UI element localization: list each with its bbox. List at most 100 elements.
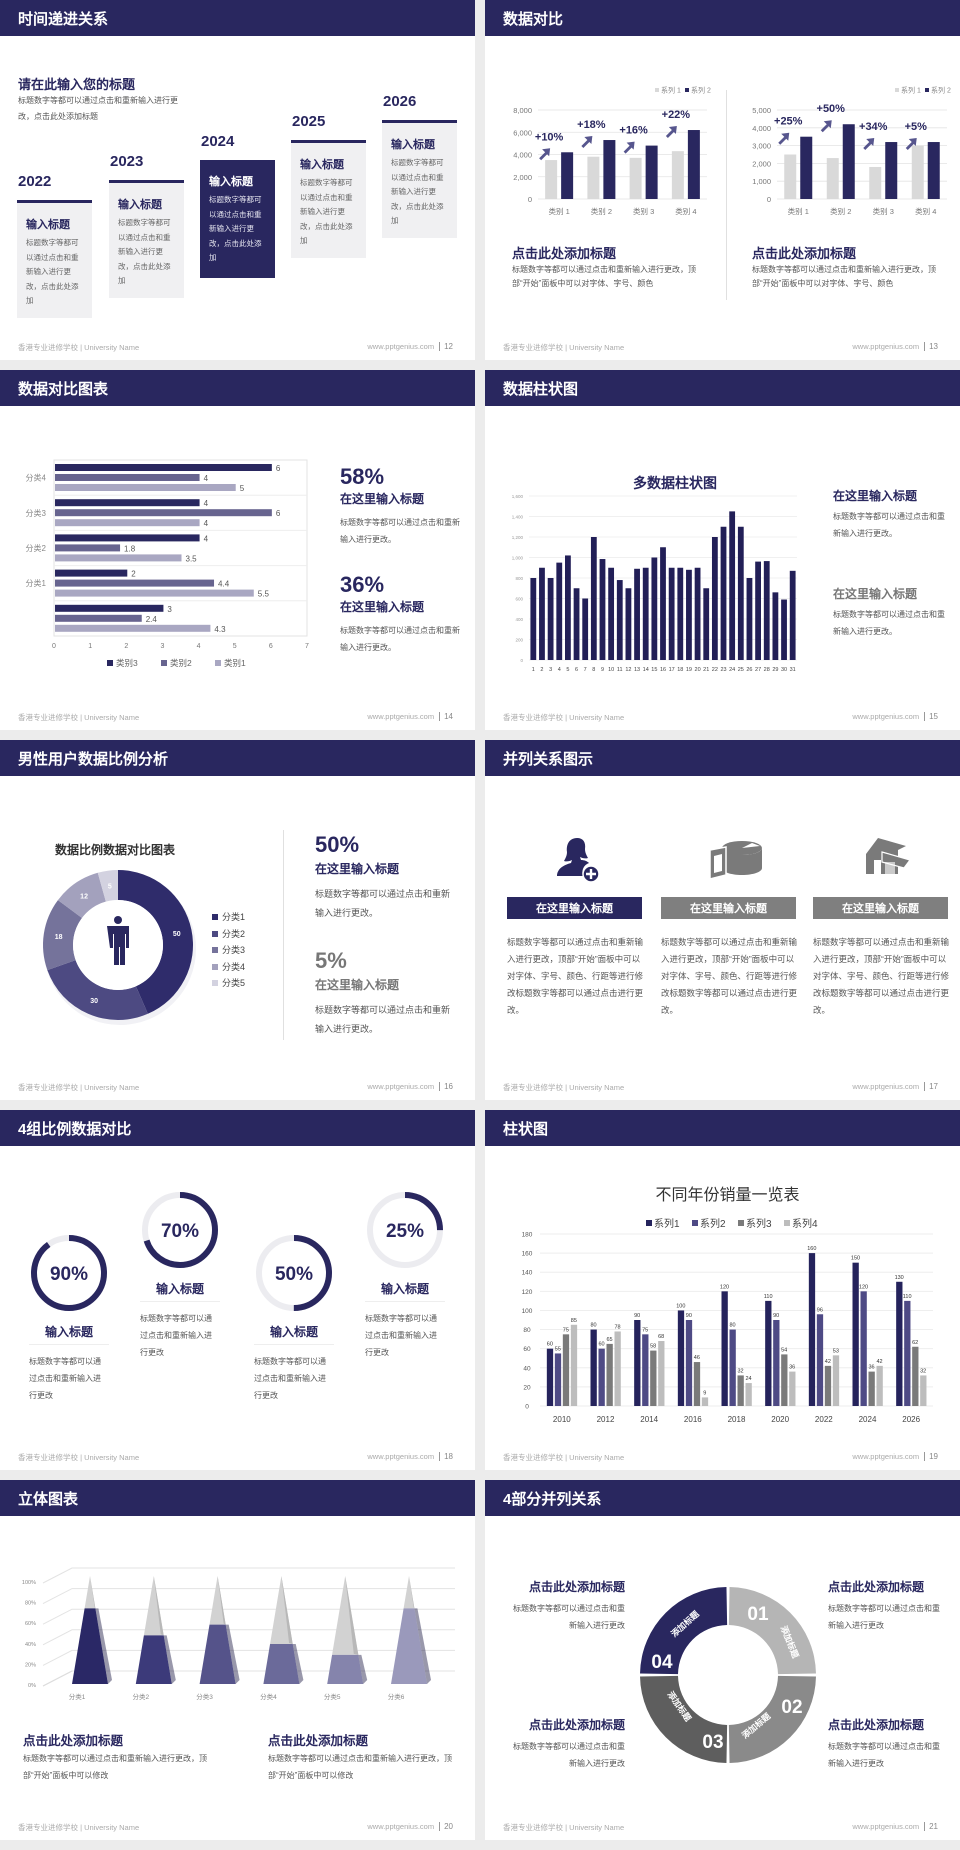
bar xyxy=(590,537,597,660)
x-tick-label: 类别 1 xyxy=(788,206,809,216)
cycle-segment xyxy=(728,1675,816,1763)
pyramid-remainder xyxy=(403,1576,415,1609)
legend-swatch xyxy=(212,947,218,953)
x-tick-label: 类别 2 xyxy=(591,206,612,216)
donut-slice xyxy=(118,870,193,1014)
x-tick-label: 0 xyxy=(52,643,56,650)
timeline-card[interactable]: 输入标题 标题数字等都可以通过点击和重新输入进行更改，点击此处添加 xyxy=(200,160,275,278)
x-tick-label: 6 xyxy=(575,667,578,673)
column-title-bar[interactable]: 在这里输入标题 xyxy=(813,897,948,919)
y-tick-label: 1,200 xyxy=(512,535,524,540)
block-desc: 标题数字等都可以通过点击和重新输入进行更改，顶部“开始”面板中可以修改 xyxy=(268,1754,452,1780)
data-label: 4.3 xyxy=(214,625,226,634)
block-desc: 标题数字等都可以通过点击和重新输入进行更改 xyxy=(513,1604,625,1630)
legend-swatch xyxy=(212,930,218,937)
pyramid-remainder-side xyxy=(345,1576,359,1655)
x-tick-label: 24 xyxy=(729,667,735,673)
column-title-bar[interactable]: 在这里输入标题 xyxy=(507,897,642,919)
x-tick-label: 类别 3 xyxy=(633,206,654,216)
bar xyxy=(55,474,200,481)
footer-right: www.pptgenius.com 13 xyxy=(852,342,938,351)
column-desc: 标题数字等都可以通过点击和重新输入进行更改，顶部“开始”面板中可以对字体、字号、… xyxy=(507,937,644,1015)
slide-17: 并列关系图示 香港专业进修学校 | University Name www.pptg… xyxy=(485,740,960,1100)
y-tick-label: 400 xyxy=(515,617,523,622)
ring-divider xyxy=(29,1344,109,1345)
x-tick-label: 1 xyxy=(88,643,92,650)
bar xyxy=(694,567,701,660)
bar xyxy=(703,588,710,660)
slide-title: 4部分并列关系 xyxy=(503,1491,602,1508)
column-title-bar[interactable]: 在这里输入标题 xyxy=(661,897,796,919)
footer-right: www.pptgenius.com 21 xyxy=(852,1822,938,1831)
timeline-card[interactable]: 输入标题 标题数字等都可以通过点击和重新输入进行更改，点击此处添加 xyxy=(291,140,366,258)
y-tick-label: 800 xyxy=(515,576,523,581)
bar xyxy=(55,554,182,562)
y-tick-label: 600 xyxy=(515,597,523,602)
data-label: 54 xyxy=(781,1347,787,1353)
x-tick-label: 类别 1 xyxy=(548,206,569,216)
bar xyxy=(55,579,215,587)
x-tick-label: 30 xyxy=(781,667,787,673)
data-label: 75 xyxy=(563,1327,569,1333)
bar xyxy=(562,1334,570,1406)
stat-title: 在这里输入标题 xyxy=(315,862,400,876)
data-label: 160 xyxy=(807,1246,816,1252)
bar xyxy=(587,156,600,199)
data-label: 65 xyxy=(606,1337,612,1343)
y-tick-label: 100 xyxy=(522,1308,533,1315)
store-icon xyxy=(858,834,918,884)
x-tick-label: 18 xyxy=(677,667,683,673)
y-tick-label: 4,000 xyxy=(513,151,532,160)
x-tick-label: 29 xyxy=(772,667,778,673)
x-tick-label: 类别 4 xyxy=(915,206,936,216)
bar xyxy=(55,569,128,577)
x-tick-label: 2012 xyxy=(597,1415,615,1424)
ring-divider xyxy=(254,1344,334,1345)
ring-desc: 标题数字等都可以通过点击和重新输入进行更改 xyxy=(29,1357,101,1400)
timeline-year: 2024 xyxy=(201,133,235,150)
x-tick-label: 4 xyxy=(558,667,561,673)
growth-arrow-icon xyxy=(905,138,917,151)
footer-school: 香港专业进修学校 | University Name xyxy=(18,1823,140,1832)
x-tick-label: 28 xyxy=(764,667,770,673)
timeline-card[interactable]: 输入标题 标题数字等都可以通过点击和重新输入进行更改，点击此处添加 xyxy=(109,180,184,298)
column-title: 在这里输入标题 xyxy=(536,903,613,915)
timeline-card[interactable]: 输入标题 标题数字等都可以通过点击和重新输入进行更改，点击此处添加 xyxy=(382,120,457,238)
footer-school: 香港专业进修学校 | University Name xyxy=(18,713,140,722)
slide-13: 数据对比 香港专业进修学校 | University Name www.pptgen… xyxy=(485,0,960,360)
y-tick-label: 5,000 xyxy=(752,106,771,115)
ring-progress xyxy=(256,1235,332,1311)
bar xyxy=(642,1334,649,1406)
bar xyxy=(582,598,589,660)
category-label: 分类4 xyxy=(26,473,47,483)
timeline-card[interactable]: 输入标题 标题数字等都可以通过点击和重新输入进行更改，点击此处添加 xyxy=(17,200,92,318)
segment-number: 02 xyxy=(781,1697,802,1718)
y-tick-label: 4,000 xyxy=(752,124,771,133)
data-label: 75 xyxy=(642,1327,648,1333)
bar xyxy=(685,1320,693,1406)
bar xyxy=(711,537,718,660)
bar xyxy=(546,1348,554,1406)
legend-label: 系列1 xyxy=(654,1219,680,1230)
x-tick-label: 20 xyxy=(695,667,701,673)
ring-title: 输入标题 xyxy=(155,1282,204,1296)
bar xyxy=(720,526,727,660)
legend-swatch xyxy=(925,88,929,92)
bar xyxy=(634,568,640,660)
bar xyxy=(570,1324,578,1406)
data-label: 3 xyxy=(167,605,172,614)
data-label: 120 xyxy=(859,1284,868,1290)
legend-label: 系列 2 xyxy=(931,86,951,95)
horizontal-bar-chart: 0 1 2 3 4 5 6 7 分类4 6 4 5 分类3 4 6 4 分类2 4 1.8 3.5 分类1 2 4.4 5.5… xyxy=(26,459,309,668)
slide-title: 数据对比图表 xyxy=(18,381,109,398)
donut-slice xyxy=(43,900,82,971)
slide-title: 时间递进关系 xyxy=(18,11,109,28)
x-tick-label: 19 xyxy=(686,667,692,673)
x-tick-label: 2010 xyxy=(553,1415,571,1424)
floor-edge xyxy=(42,1670,73,1687)
pyramid-chart: 0% 20% 40% 60% 80% 100% 分类1 分类2 分类3 分类4 分类5 分类6 xyxy=(22,1567,455,1701)
slide-15: 数据柱状图 香港专业进修学校 | University Name www.pptge… xyxy=(485,370,960,730)
y-tick-label: 80 xyxy=(523,1327,531,1334)
y-tick-label: 2,000 xyxy=(513,173,532,182)
